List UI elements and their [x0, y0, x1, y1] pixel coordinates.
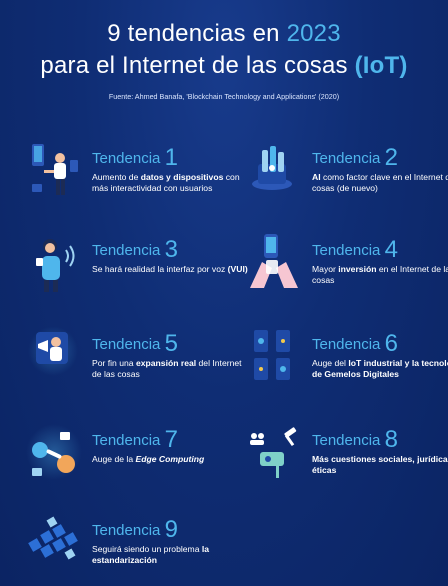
trend-heading-2: Tendencia 2	[312, 144, 398, 172]
title-year: 2023	[286, 20, 341, 47]
trend-label: Tendencia	[312, 150, 381, 167]
description-run: Edge Computing	[135, 454, 205, 464]
description-run: Auge de la	[92, 454, 136, 464]
trend-number: 8	[384, 426, 398, 453]
trend-label: Tendencia	[312, 242, 381, 259]
trend-number: 6	[384, 330, 398, 357]
trend-label: Tendencia	[92, 242, 161, 259]
trend-label: Tendencia	[92, 150, 161, 167]
description-run: la estandarización	[92, 544, 210, 565]
title-line-1: 9 tendencias en 2023	[0, 18, 448, 50]
description-run: AI	[312, 172, 321, 182]
trend-number: 1	[164, 144, 178, 171]
trend-card-9: Tendencia 9 Seguirá siendo un problema l…	[26, 512, 236, 586]
description-run: Seguirá siendo un problema	[92, 544, 202, 554]
trend-number: 9	[164, 516, 178, 543]
title-text: 9 tendencias en	[107, 20, 287, 47]
page-title: 9 tendencias en 2023 para el Internet de…	[0, 18, 448, 82]
trend-card-4: Tendencia 4 Mayor inversión en el Intern…	[246, 232, 448, 322]
description-run: Auge del	[312, 358, 349, 368]
description-run: Más cuestiones sociales, jurídicas y éti…	[312, 454, 448, 475]
trend-number: 7	[164, 426, 178, 453]
trend-card-2: Tendencia 2 AI como factor clave en el I…	[246, 140, 448, 230]
trend-description-3: Se hará realidad la interfaz por voz (VU…	[92, 264, 252, 275]
trend-description-8: Más cuestiones sociales, jurídicas y éti…	[312, 454, 448, 476]
person-and-devices-icon	[32, 144, 78, 195]
trend-number: 4	[384, 236, 398, 263]
trend-description-9: Seguirá siendo un problema la estandariz…	[92, 544, 252, 566]
trend-heading-6: Tendencia 6	[312, 330, 398, 358]
trend-label: Tendencia	[92, 432, 161, 449]
person-megaphone-icon	[36, 332, 68, 364]
edge-computing-icon	[32, 432, 75, 476]
trend-heading-8: Tendencia 8	[312, 426, 398, 454]
trend-heading-9: Tendencia 9	[92, 516, 178, 544]
description-run: Mayor	[312, 264, 339, 274]
trend-description-5: Por fin una expansión real del Internet …	[92, 358, 252, 380]
description-run: Aumento de	[92, 172, 141, 182]
description-run: Se hará realidad la interfaz por voz	[92, 264, 228, 274]
trend-card-3: Tendencia 3 Se hará realidad la interfaz…	[26, 232, 248, 322]
trend-description-6: Auge del IoT industrial y la tecnología …	[312, 358, 448, 380]
trend-card-1: Tendencia 1 Aumento de datos y dispositi…	[26, 140, 240, 230]
ai-brain-cube-icon	[252, 146, 292, 190]
hands-holding-phone-icon	[250, 234, 298, 288]
description-run: con más interactividad con usuarios	[92, 172, 240, 193]
title-line-2: para el Internet de las cosas (IoT)	[0, 50, 448, 82]
standardization-blocks-icon	[28, 516, 78, 560]
trend-heading-7: Tendencia 7	[92, 426, 178, 454]
description-run: inversión	[338, 264, 377, 274]
description-run: (VUI)	[227, 264, 248, 274]
voice-user-interface-icon	[36, 239, 75, 292]
trend-number: 2	[384, 144, 398, 171]
title-text-2: para el Internet de las cosas	[40, 52, 355, 79]
trend-number: 3	[164, 236, 178, 263]
trend-heading-4: Tendencia 4	[312, 236, 398, 264]
trend-description-4: Mayor inversión en el Internet de las co…	[312, 264, 448, 286]
trend-label: Tendencia	[92, 336, 161, 353]
trend-heading-5: Tendencia 5	[92, 330, 178, 358]
description-run: del Internet de las cosas	[92, 358, 242, 379]
trend-card-5: Tendencia 5 Por fin una expansión real d…	[26, 326, 242, 416]
trend-description-7: Auge de la Edge Computing	[92, 454, 252, 465]
trend-number: 5	[164, 330, 178, 357]
social-legal-ethics-icon	[250, 427, 297, 478]
source-note: Fuente: Ahmed Banafa, 'Blockchain Techno…	[108, 92, 340, 101]
trend-description-2: AI como factor clave en el Internet de l…	[312, 172, 448, 194]
description-run: expansión real	[135, 358, 197, 368]
description-run: en el Internet de las cosas	[312, 264, 448, 285]
title-iot: (IoT)	[354, 52, 408, 79]
industrial-digital-twin-icon	[254, 330, 290, 380]
trend-description-1: Aumento de datos y dispositivos con más …	[92, 172, 252, 194]
trend-card-7: Tendencia 7 Auge de la Edge Computing	[26, 422, 236, 512]
trend-heading-3: Tendencia 3	[92, 236, 178, 264]
trend-heading-1: Tendencia 1	[92, 144, 178, 172]
description-run: IoT industrial y la tecnología de Gemelo…	[312, 358, 448, 379]
trend-label: Tendencia	[312, 432, 381, 449]
trend-card-6: Tendencia 6 Auge del IoT industrial y la…	[246, 326, 448, 416]
description-run: como factor clave en el Internet de las …	[312, 172, 448, 193]
description-run: Por fin una	[92, 358, 136, 368]
trend-label: Tendencia	[312, 336, 381, 353]
description-run: datos y dispositivos	[140, 172, 224, 182]
trend-card-8: Tendencia 8 Más cuestiones sociales, jur…	[246, 422, 448, 512]
trend-label: Tendencia	[92, 522, 161, 539]
